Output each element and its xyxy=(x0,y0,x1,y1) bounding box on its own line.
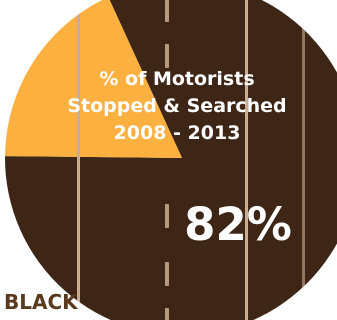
road-dash xyxy=(165,204,169,228)
slice-value-label: 82% xyxy=(184,198,292,251)
road-center-dashes xyxy=(165,0,169,320)
road-edge-left xyxy=(77,0,80,320)
chart-title-line-2: Stopped & Searched xyxy=(67,95,286,117)
road-dash xyxy=(165,262,169,286)
slice-category-label-black: BLACK xyxy=(4,290,79,314)
chart-title-line-3: 2008 - 2013 xyxy=(114,122,241,144)
road-dash xyxy=(165,0,169,22)
pie-slice-black xyxy=(5,0,182,158)
road-dash xyxy=(165,44,169,68)
road-edge-right xyxy=(245,0,248,320)
road-markings xyxy=(77,0,305,320)
chart-title-line-1: % of Motorists xyxy=(99,68,254,90)
road-edge-right-outer xyxy=(302,0,305,320)
road-dash xyxy=(165,308,169,320)
pie-slice-majority xyxy=(5,0,337,320)
